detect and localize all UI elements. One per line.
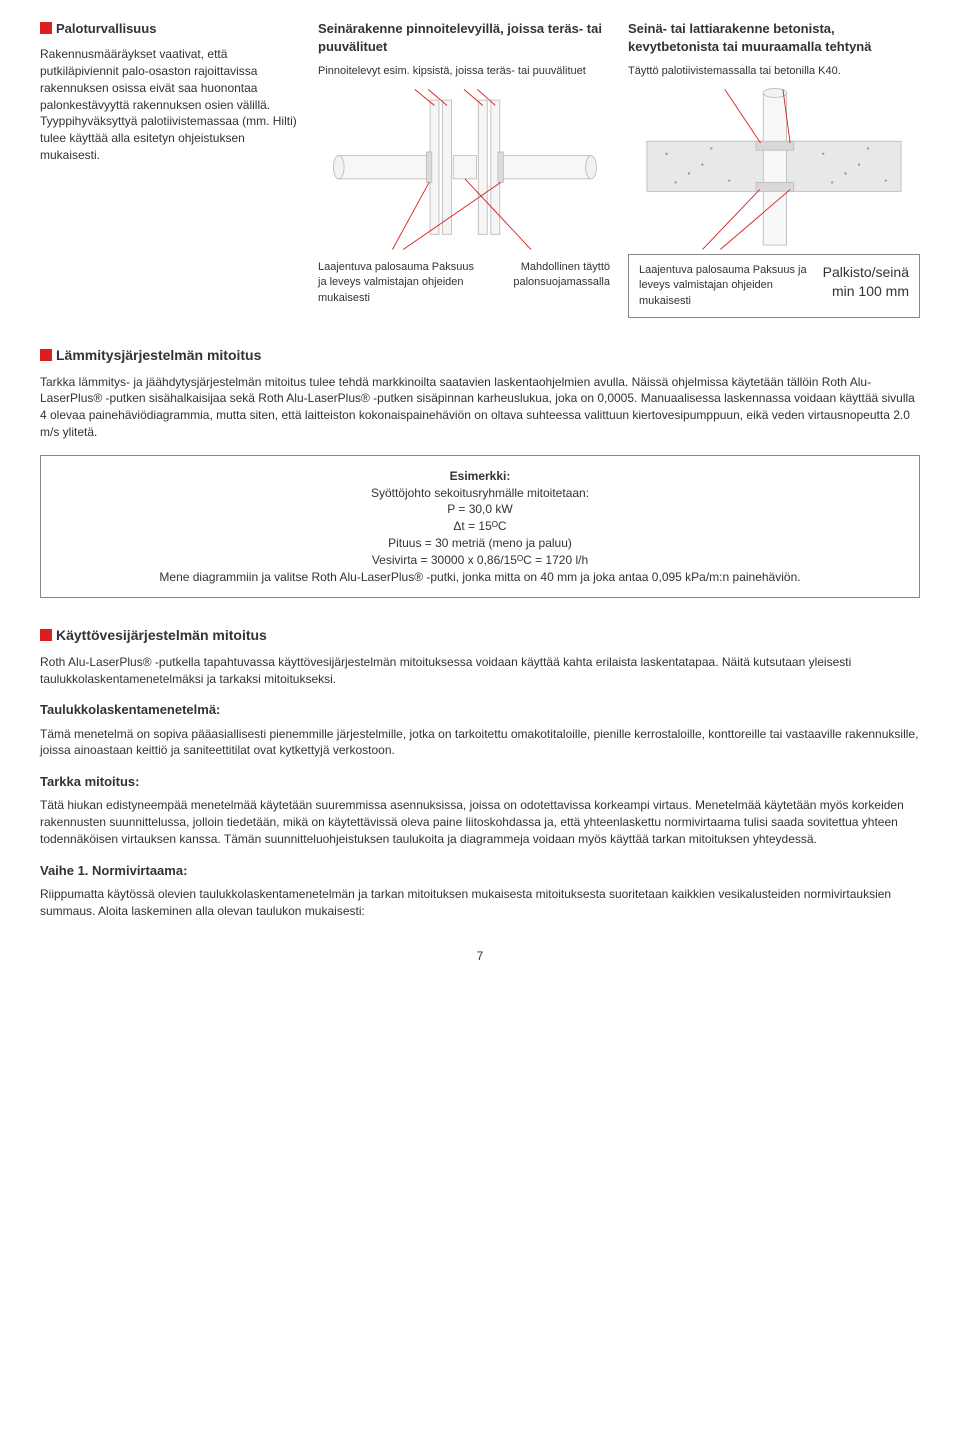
concrete-box-right: Palkisto/seinä min 100 mm — [823, 263, 909, 302]
example-l6: Mene diagrammiin ja valitse Roth Alu-Las… — [57, 569, 903, 586]
example-l5: Vesivirta = 30000 x 0,86/15ᴼC = 1720 l/h — [57, 552, 903, 569]
col-fire-safety: Paloturvallisuus Rakennusmääräykset vaat… — [40, 20, 300, 318]
water-p3: Tätä hiukan edistyneempää menetelmää käy… — [40, 797, 920, 847]
panel-wall-title: Seinärakenne pinnoitelevyillä, joissa te… — [318, 20, 610, 56]
red-square-icon — [40, 629, 52, 641]
heating-title-text: Lämmitysjärjestelmän mitoitus — [56, 347, 261, 363]
panel-wall-top-label: Pinnoitelevyt esim. kipsistä, joissa ter… — [318, 64, 610, 79]
example-l2: P = 30,0 kW — [57, 501, 903, 518]
red-square-icon — [40, 349, 52, 361]
palkisto-line1: Palkisto/seinä — [823, 263, 909, 283]
section-water: Käyttövesijärjestelmän mitoitus Roth Alu… — [40, 626, 920, 919]
top-row: Paloturvallisuus Rakennusmääräykset vaat… — [40, 20, 920, 318]
fire-safety-title: Paloturvallisuus — [40, 20, 300, 38]
water-sub2: Tarkka mitoitus: — [40, 773, 920, 791]
concrete-box-left: Laajentuva palosauma Paksuus ja leveys v… — [639, 263, 809, 309]
example-l3: Δt = 15ᴼC — [57, 518, 903, 535]
section-heating: Lämmitysjärjestelmän mitoitus Tarkka läm… — [40, 346, 920, 598]
example-l4: Pituus = 30 metriä (meno ja paluu) — [57, 535, 903, 552]
water-p4: Riippumatta käytössä olevien taulukkolas… — [40, 886, 920, 920]
panel-wall-label-br: Mahdollinen täyttö palonsuojamassalla — [489, 260, 610, 306]
panel-wall-label-bl: Laajentuva palosauma Paksuus ja leveys v… — [318, 260, 479, 306]
example-title: Esimerkki: — [57, 468, 903, 485]
page-number: 7 — [40, 948, 920, 965]
panel-wall-svg — [318, 84, 610, 254]
panel-wall-bottom-labels: Laajentuva palosauma Paksuus ja leveys v… — [318, 260, 610, 306]
concrete-wall-title: Seinä- tai lattiarakenne betonista, kevy… — [628, 20, 920, 56]
palkisto-line2: min 100 mm — [823, 282, 909, 302]
concrete-wall-diagram — [628, 84, 920, 254]
concrete-wall-bottom-box: Laajentuva palosauma Paksuus ja leveys v… — [628, 254, 920, 318]
panel-wall-diagram — [318, 84, 610, 254]
example-box: Esimerkki: Syöttöjohto sekoitusryhmälle … — [40, 455, 920, 599]
fire-safety-body: Rakennusmääräykset vaativat, että putkil… — [40, 46, 300, 164]
water-sub3: Vaihe 1. Normivirtaama: — [40, 862, 920, 880]
water-p1: Roth Alu-LaserPlus® -putkella tapahtuvas… — [40, 654, 920, 688]
concrete-wall-top-label: Täyttö palotiivistemassalla tai betonill… — [628, 64, 920, 79]
water-p2: Tämä menetelmä on sopiva pääasiallisesti… — [40, 726, 920, 760]
concrete-wall-svg — [628, 84, 920, 254]
heating-title: Lämmitysjärjestelmän mitoitus — [40, 346, 920, 366]
col-concrete-wall: Seinä- tai lattiarakenne betonista, kevy… — [628, 20, 920, 318]
water-title-text: Käyttövesijärjestelmän mitoitus — [56, 627, 267, 643]
example-l1: Syöttöjohto sekoitusryhmälle mitoitetaan… — [57, 485, 903, 502]
fire-safety-title-text: Paloturvallisuus — [56, 21, 156, 36]
water-sub1: Taulukkolaskentamenetelmä: — [40, 701, 920, 719]
water-title: Käyttövesijärjestelmän mitoitus — [40, 626, 920, 646]
red-square-icon — [40, 22, 52, 34]
col-panel-wall: Seinärakenne pinnoitelevyillä, joissa te… — [318, 20, 610, 318]
heating-body: Tarkka lämmitys- ja jäähdytysjärjestelmä… — [40, 374, 920, 441]
